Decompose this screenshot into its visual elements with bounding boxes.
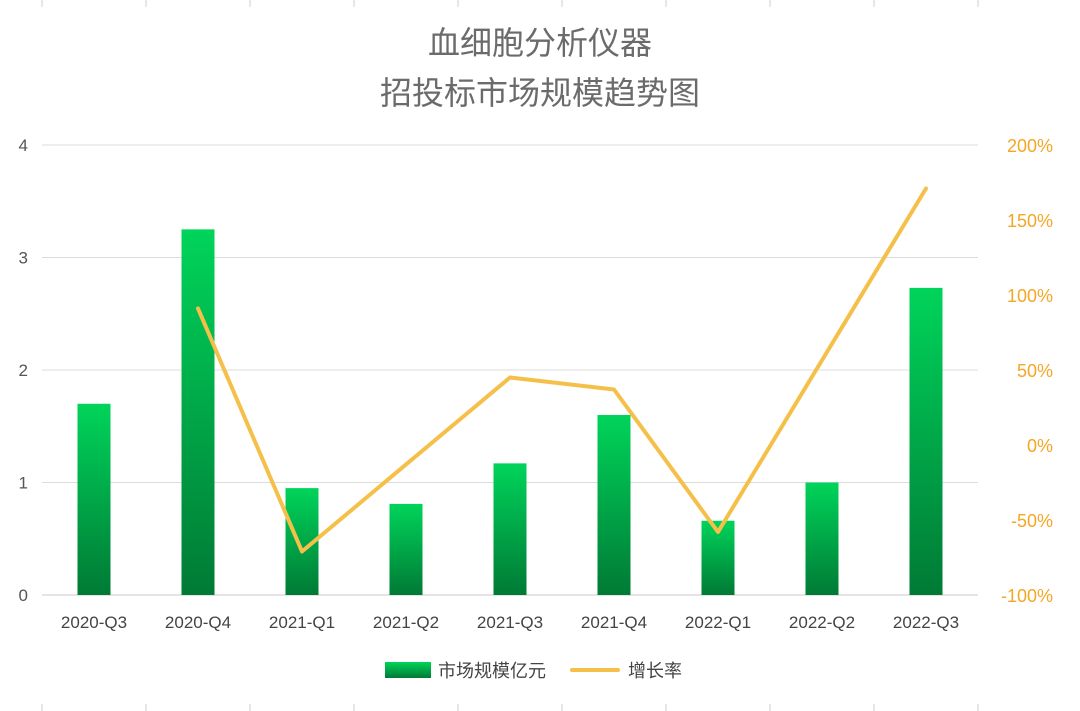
- x-axis: 2020-Q3 2020-Q4 2021-Q1 2021-Q2 2021-Q3 2021-…: [61, 613, 959, 632]
- bar: [493, 463, 527, 595]
- growth-line: [196, 186, 928, 554]
- bar: [909, 287, 943, 595]
- chart-title-line-1: 血细胞分析仪器: [428, 24, 652, 62]
- bar: [389, 503, 423, 595]
- frame-bottom-ticks: [41, 0, 979, 711]
- right-tick-label: 50%: [1017, 361, 1053, 381]
- left-tick-label: 4: [19, 136, 28, 155]
- bar-series: [77, 229, 943, 595]
- left-axis: 0 1 2 3 4: [19, 136, 28, 605]
- right-tick-label: 150%: [1007, 211, 1053, 231]
- x-tick-label: 2022-Q3: [893, 613, 959, 632]
- right-tick-label: 100%: [1007, 286, 1053, 306]
- x-tick-label: 2020-Q4: [165, 613, 231, 632]
- bar: [805, 482, 839, 595]
- x-tick-label: 2022-Q2: [789, 613, 855, 632]
- legend: 市场规模亿元 增长率: [385, 661, 682, 682]
- right-axis: -100% -50% 0% 50% 100% 150% 200%: [1001, 136, 1053, 606]
- left-tick-label: 3: [19, 249, 28, 268]
- chart-title: 血细胞分析仪器 招投标市场规模趋势图: [380, 24, 700, 112]
- x-tick-label: 2021-Q2: [373, 613, 439, 632]
- x-tick-label: 2021-Q4: [581, 613, 647, 632]
- legend-label-line: 增长率: [628, 661, 682, 682]
- line-series: [196, 186, 928, 554]
- bar: [597, 415, 631, 595]
- legend-swatch-bars: [385, 662, 431, 678]
- x-tick-label: 2021-Q1: [269, 613, 335, 632]
- left-tick-label: 0: [19, 586, 28, 605]
- left-tick-label: 2: [19, 361, 28, 380]
- left-tick-label: 1: [19, 474, 28, 493]
- right-tick-label: 200%: [1007, 136, 1053, 156]
- x-tick-label: 2020-Q3: [61, 613, 127, 632]
- x-tick-label: 2021-Q3: [477, 613, 543, 632]
- bar: [181, 229, 215, 595]
- bar: [77, 403, 111, 595]
- legend-label-bars: 市场规模亿元: [438, 661, 546, 682]
- chart-title-line-2: 招投标市场规模趋势图: [380, 74, 700, 112]
- right-tick-label: -100%: [1001, 586, 1053, 606]
- right-tick-label: -50%: [1011, 511, 1053, 531]
- x-tick-label: 2022-Q1: [685, 613, 751, 632]
- right-tick-label: 0%: [1027, 436, 1053, 456]
